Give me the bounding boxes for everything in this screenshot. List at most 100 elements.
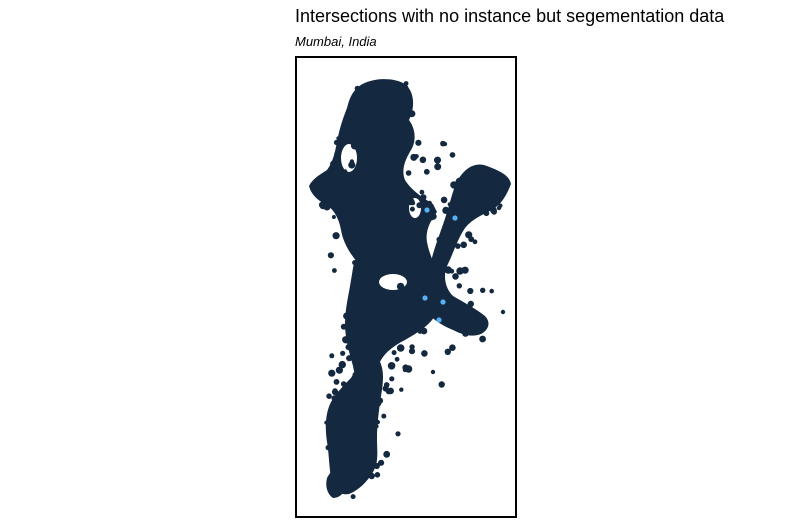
intersection-point xyxy=(338,360,346,369)
intersection-point xyxy=(399,184,405,190)
intersection-point xyxy=(423,255,430,262)
intersection-point xyxy=(401,331,406,337)
landmass-north xyxy=(309,79,437,278)
intersection-point xyxy=(364,403,371,410)
intersection-point xyxy=(460,192,466,198)
intersection-point xyxy=(397,261,404,268)
intersection-point xyxy=(391,113,396,118)
intersection-point xyxy=(364,342,372,350)
intersection-point xyxy=(349,104,357,111)
intersection-point xyxy=(444,348,451,355)
intersection-point xyxy=(479,335,486,343)
intersection-point xyxy=(408,110,416,118)
intersection-point xyxy=(375,419,380,425)
intersection-point xyxy=(349,159,355,164)
intersection-point xyxy=(360,376,366,382)
intersection-point xyxy=(363,457,368,462)
intersection-point xyxy=(409,262,414,267)
intersection-point xyxy=(376,322,382,328)
intersection-point xyxy=(342,336,350,344)
intersection-point xyxy=(332,268,337,273)
intersection-point xyxy=(474,326,482,333)
intersection-point xyxy=(336,136,341,141)
intersection-point xyxy=(343,312,351,320)
intersection-point xyxy=(442,206,450,214)
intersection-point xyxy=(456,283,462,289)
intersection-point xyxy=(427,281,436,289)
intersection-point xyxy=(403,144,410,151)
intersection-point xyxy=(377,244,385,251)
intersection-point xyxy=(363,429,368,434)
intersection-point xyxy=(436,285,443,291)
intersection-point xyxy=(358,478,363,484)
intersection-point xyxy=(353,470,359,476)
intersection-point xyxy=(427,213,435,221)
intersection-point xyxy=(395,431,401,437)
intersection-point xyxy=(389,376,395,382)
intersection-point xyxy=(396,344,405,352)
intersection-point xyxy=(372,345,377,350)
intersection-point xyxy=(428,208,433,213)
intersection-point xyxy=(349,100,355,105)
intersection-point xyxy=(462,330,469,337)
intersection-point xyxy=(367,392,373,398)
highlight-point xyxy=(436,317,442,323)
intersection-point xyxy=(347,467,355,474)
intersection-point xyxy=(447,216,452,221)
intersection-point xyxy=(456,195,463,201)
intersection-point xyxy=(319,201,327,210)
intersection-point xyxy=(434,156,441,164)
intersection-map xyxy=(309,79,511,500)
intersection-point xyxy=(358,88,366,96)
intersection-point xyxy=(387,362,396,370)
intersection-point xyxy=(366,451,372,457)
intersection-point xyxy=(450,181,458,189)
intersection-point xyxy=(333,139,340,146)
intersection-point xyxy=(376,397,384,404)
intersection-point xyxy=(397,318,403,325)
intersection-point xyxy=(344,323,350,329)
intersection-point xyxy=(449,312,457,320)
intersection-point xyxy=(409,344,415,350)
intersection-point xyxy=(404,287,411,293)
intersection-point xyxy=(332,232,340,240)
intersection-point xyxy=(453,188,459,193)
intersection-point xyxy=(460,326,466,332)
intersection-point xyxy=(382,337,388,343)
intersection-point xyxy=(327,252,334,259)
intersection-point xyxy=(423,168,430,175)
intersection-point xyxy=(345,344,352,351)
intersection-point xyxy=(444,232,449,238)
intersection-point xyxy=(325,445,331,451)
intersection-point xyxy=(440,196,448,204)
intersection-point xyxy=(403,81,409,86)
intersection-point xyxy=(472,239,478,245)
intersection-point xyxy=(354,190,359,195)
intersection-point xyxy=(331,388,339,396)
intersection-point xyxy=(330,160,337,167)
intersection-point xyxy=(346,355,353,362)
intersection-point xyxy=(419,189,425,195)
intersection-point xyxy=(329,353,335,359)
intersection-point xyxy=(350,142,359,150)
intersection-point xyxy=(442,141,448,147)
intersection-point xyxy=(404,329,411,336)
intersection-point xyxy=(342,169,348,174)
intersection-point xyxy=(399,219,405,225)
intersection-point xyxy=(331,395,338,402)
intersection-point xyxy=(351,331,357,336)
intersection-point xyxy=(367,423,374,430)
intersection-point xyxy=(391,350,397,356)
intersection-point xyxy=(463,176,469,182)
intersection-point xyxy=(331,167,338,174)
intersection-point xyxy=(362,350,367,355)
intersection-point xyxy=(452,273,459,280)
intersection-point xyxy=(410,318,418,326)
intersection-point xyxy=(348,161,356,169)
intersection-point xyxy=(436,236,442,243)
intersection-point xyxy=(420,194,427,201)
intersection-point xyxy=(342,189,349,196)
intersection-point xyxy=(467,300,474,308)
intersection-point xyxy=(369,464,375,470)
intersection-point xyxy=(415,253,421,259)
